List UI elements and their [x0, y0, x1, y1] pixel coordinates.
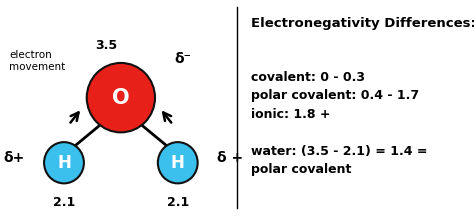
Text: H: H: [57, 154, 71, 172]
Text: electron
movement: electron movement: [9, 50, 66, 72]
Ellipse shape: [44, 142, 84, 183]
Text: H: H: [171, 154, 185, 172]
Text: 2.1: 2.1: [167, 196, 189, 209]
Text: δ+: δ+: [4, 151, 25, 165]
Text: 2.1: 2.1: [53, 196, 75, 209]
Text: δ +: δ +: [217, 151, 243, 165]
Ellipse shape: [87, 63, 155, 132]
Text: covalent: 0 - 0.3
polar covalent: 0.4 - 1.7
ionic: 1.8 +

water: (3.5 - 2.1) = 1: covalent: 0 - 0.3 polar covalent: 0.4 - …: [251, 52, 428, 176]
Text: Electronegativity Differences:: Electronegativity Differences:: [251, 17, 474, 30]
Text: 3.5: 3.5: [96, 39, 118, 52]
Text: δ⁻: δ⁻: [174, 52, 191, 66]
Ellipse shape: [158, 142, 198, 183]
Text: O: O: [112, 88, 130, 108]
